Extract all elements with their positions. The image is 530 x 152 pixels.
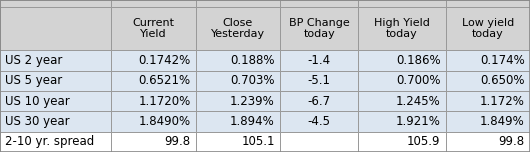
Text: High Yield
today: High Yield today: [374, 18, 430, 39]
Text: -1.4: -1.4: [307, 54, 331, 67]
Bar: [111, 50, 196, 71]
Bar: [280, 7, 358, 50]
Bar: [358, 132, 446, 152]
Text: 1.239%: 1.239%: [230, 95, 275, 108]
Text: 99.8: 99.8: [164, 135, 190, 148]
Text: 0.703%: 0.703%: [230, 74, 275, 87]
Text: 2-10 yr. spread: 2-10 yr. spread: [5, 135, 94, 148]
Bar: [446, 111, 530, 132]
Text: 1.8490%: 1.8490%: [138, 115, 190, 128]
Bar: [446, 7, 530, 50]
Text: 1.1720%: 1.1720%: [138, 95, 190, 108]
Text: 99.8: 99.8: [499, 135, 525, 148]
Bar: [358, 50, 446, 71]
Bar: [196, 0, 280, 7]
Bar: [280, 111, 358, 132]
Text: Current
Yield: Current Yield: [132, 18, 174, 39]
Bar: [446, 50, 530, 71]
Bar: [358, 91, 446, 111]
Text: BP Change
today: BP Change today: [289, 18, 350, 39]
Text: 0.1742%: 0.1742%: [138, 54, 190, 67]
Text: -5.1: -5.1: [308, 74, 331, 87]
Text: -4.5: -4.5: [308, 115, 331, 128]
Bar: [280, 50, 358, 71]
Bar: [446, 91, 530, 111]
Text: 0.650%: 0.650%: [480, 74, 525, 87]
Bar: [358, 111, 446, 132]
Bar: [111, 71, 196, 91]
Bar: [446, 71, 530, 91]
Bar: [196, 111, 280, 132]
Text: US 30 year: US 30 year: [5, 115, 70, 128]
Bar: [111, 132, 196, 152]
Text: US 5 year: US 5 year: [5, 74, 63, 87]
Bar: [0, 111, 111, 132]
Bar: [196, 7, 280, 50]
Bar: [358, 71, 446, 91]
Bar: [111, 91, 196, 111]
Bar: [0, 50, 111, 71]
Text: 0.700%: 0.700%: [396, 74, 440, 87]
Bar: [111, 111, 196, 132]
Bar: [280, 132, 358, 152]
Bar: [446, 132, 530, 152]
Text: 1.849%: 1.849%: [480, 115, 525, 128]
Text: 105.9: 105.9: [407, 135, 440, 148]
Text: 0.186%: 0.186%: [396, 54, 440, 67]
Bar: [0, 71, 111, 91]
Bar: [196, 71, 280, 91]
Text: 0.188%: 0.188%: [230, 54, 275, 67]
Text: Low yield
today: Low yield today: [462, 18, 514, 39]
Text: 0.6521%: 0.6521%: [138, 74, 190, 87]
Bar: [111, 7, 196, 50]
Bar: [280, 0, 358, 7]
Bar: [196, 132, 280, 152]
Bar: [280, 91, 358, 111]
Bar: [0, 0, 111, 7]
Text: 1.921%: 1.921%: [395, 115, 440, 128]
Bar: [0, 7, 111, 50]
Text: 0.174%: 0.174%: [480, 54, 525, 67]
Bar: [358, 7, 446, 50]
Text: -6.7: -6.7: [307, 95, 331, 108]
Text: 1.245%: 1.245%: [395, 95, 440, 108]
Bar: [358, 0, 446, 7]
Bar: [111, 0, 196, 7]
Text: US 2 year: US 2 year: [5, 54, 63, 67]
Bar: [280, 71, 358, 91]
Bar: [196, 91, 280, 111]
Text: 1.894%: 1.894%: [230, 115, 275, 128]
Text: 105.1: 105.1: [241, 135, 275, 148]
Bar: [0, 91, 111, 111]
Text: Close
Yesterday: Close Yesterday: [211, 18, 265, 39]
Bar: [196, 50, 280, 71]
Text: 1.172%: 1.172%: [480, 95, 525, 108]
Bar: [446, 0, 530, 7]
Bar: [0, 132, 111, 152]
Text: US 10 year: US 10 year: [5, 95, 70, 108]
